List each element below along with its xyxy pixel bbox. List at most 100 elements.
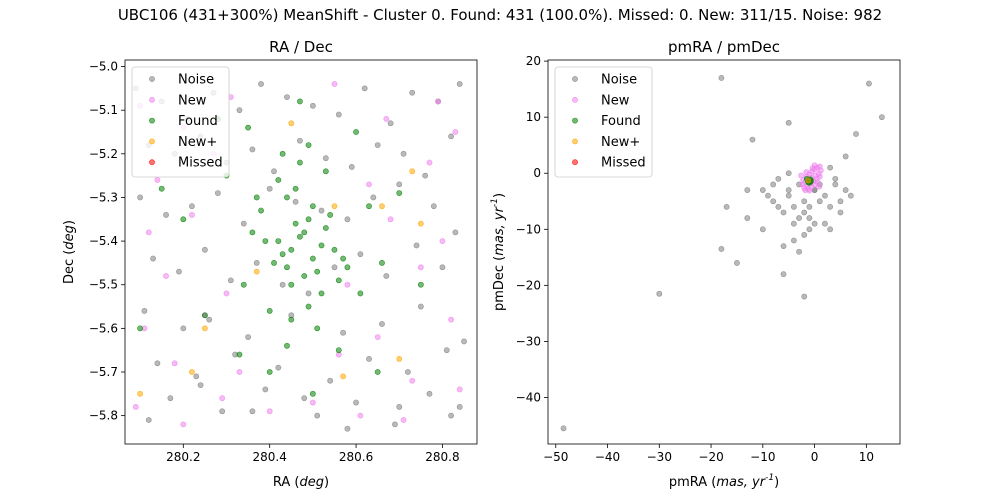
x-axis-label: RA (deg) xyxy=(273,475,329,490)
point-noise xyxy=(656,290,663,297)
point-noise xyxy=(145,417,152,423)
point-noise xyxy=(801,293,808,300)
point-found xyxy=(279,251,286,258)
point-new xyxy=(435,98,442,105)
point-new-plus xyxy=(417,220,424,227)
point-noise xyxy=(734,260,740,266)
point-new-plus xyxy=(396,356,403,362)
legend-label: Noise xyxy=(178,73,214,88)
point-noise xyxy=(163,212,169,218)
legend-label: Found xyxy=(601,114,641,129)
point-found xyxy=(331,246,338,253)
point-found xyxy=(297,98,303,105)
point-new xyxy=(331,81,338,87)
point-noise xyxy=(227,277,234,284)
point-found xyxy=(288,281,295,288)
point-found xyxy=(417,281,424,288)
point-noise xyxy=(214,190,221,196)
y-tick-label: −20 xyxy=(516,278,541,292)
point-found xyxy=(318,290,325,297)
point-found xyxy=(318,242,325,249)
point-found xyxy=(284,264,290,271)
point-noise xyxy=(806,226,813,233)
point-new xyxy=(417,264,424,271)
point-noise xyxy=(801,198,808,205)
point-found xyxy=(288,316,295,323)
point-noise xyxy=(816,198,823,205)
legend-label: Noise xyxy=(601,73,637,88)
point-noise xyxy=(417,303,424,310)
point-noise xyxy=(780,271,787,278)
point-new-plus xyxy=(340,373,347,380)
y-axis-label: Dec (deg) xyxy=(62,220,77,284)
point-noise xyxy=(396,404,403,410)
legend: Noise New Found New+ Missed xyxy=(131,66,230,178)
y-tick-label: −5.4 xyxy=(89,234,118,248)
point-noise xyxy=(837,209,844,216)
point-new xyxy=(803,169,810,176)
series-new-plus xyxy=(805,177,812,184)
point-found xyxy=(240,281,247,288)
point-found xyxy=(335,277,342,284)
point-new xyxy=(817,167,824,174)
series-noise xyxy=(560,75,885,432)
point-noise xyxy=(400,150,407,157)
legend-label: Missed xyxy=(178,156,223,171)
point-noise xyxy=(853,131,859,137)
point-found xyxy=(379,260,385,266)
y-axis-label: pmDec (mas, yr-1) xyxy=(490,193,507,311)
point-noise xyxy=(180,325,187,332)
point-noise xyxy=(759,226,766,233)
point-noise xyxy=(262,386,269,393)
point-noise xyxy=(236,107,243,114)
x-tick-label: −30 xyxy=(647,450,672,464)
point-noise xyxy=(847,192,854,199)
point-noise xyxy=(426,390,433,397)
point-found xyxy=(288,246,295,253)
point-new xyxy=(357,412,364,419)
point-noise xyxy=(718,246,725,252)
x-tick-label: −20 xyxy=(698,450,723,464)
point-noise xyxy=(770,198,777,205)
y-tick-label: −5.5 xyxy=(89,278,118,292)
point-noise xyxy=(154,360,161,367)
x-tick-label: −40 xyxy=(595,450,620,464)
point-noise xyxy=(305,290,312,297)
point-new xyxy=(798,172,805,179)
point-noise xyxy=(806,215,813,221)
point-noise xyxy=(827,226,834,233)
point-noise xyxy=(271,168,277,175)
point-found xyxy=(357,290,364,297)
point-new xyxy=(344,281,351,288)
point-found xyxy=(309,255,316,262)
point-found xyxy=(266,369,273,375)
point-new-plus xyxy=(189,369,195,375)
point-noise xyxy=(219,408,226,415)
point-new xyxy=(400,417,407,423)
point-found xyxy=(292,185,299,192)
point-noise xyxy=(878,114,885,121)
data-points xyxy=(132,81,467,432)
legend-label: New xyxy=(178,93,207,108)
point-new-plus xyxy=(409,168,416,175)
point-noise xyxy=(439,264,446,271)
point-noise xyxy=(443,347,450,354)
point-noise xyxy=(284,94,290,100)
point-new xyxy=(426,159,433,166)
point-new-plus xyxy=(202,325,208,332)
point-noise xyxy=(275,364,282,371)
y-tick-label: −5.2 xyxy=(89,147,118,161)
point-found xyxy=(158,185,165,192)
legend-box xyxy=(554,66,653,178)
y-tick-label: −10 xyxy=(516,222,541,236)
y-tick-label: −5.3 xyxy=(89,190,118,204)
point-new-plus xyxy=(379,203,385,210)
point-noise xyxy=(318,207,325,214)
point-new xyxy=(132,404,139,410)
x-tick-label: 10 xyxy=(859,450,874,464)
point-new-plus xyxy=(288,120,295,127)
point-new xyxy=(236,369,243,375)
point-new xyxy=(816,173,823,180)
point-noise xyxy=(822,192,828,199)
point-noise xyxy=(344,425,351,432)
